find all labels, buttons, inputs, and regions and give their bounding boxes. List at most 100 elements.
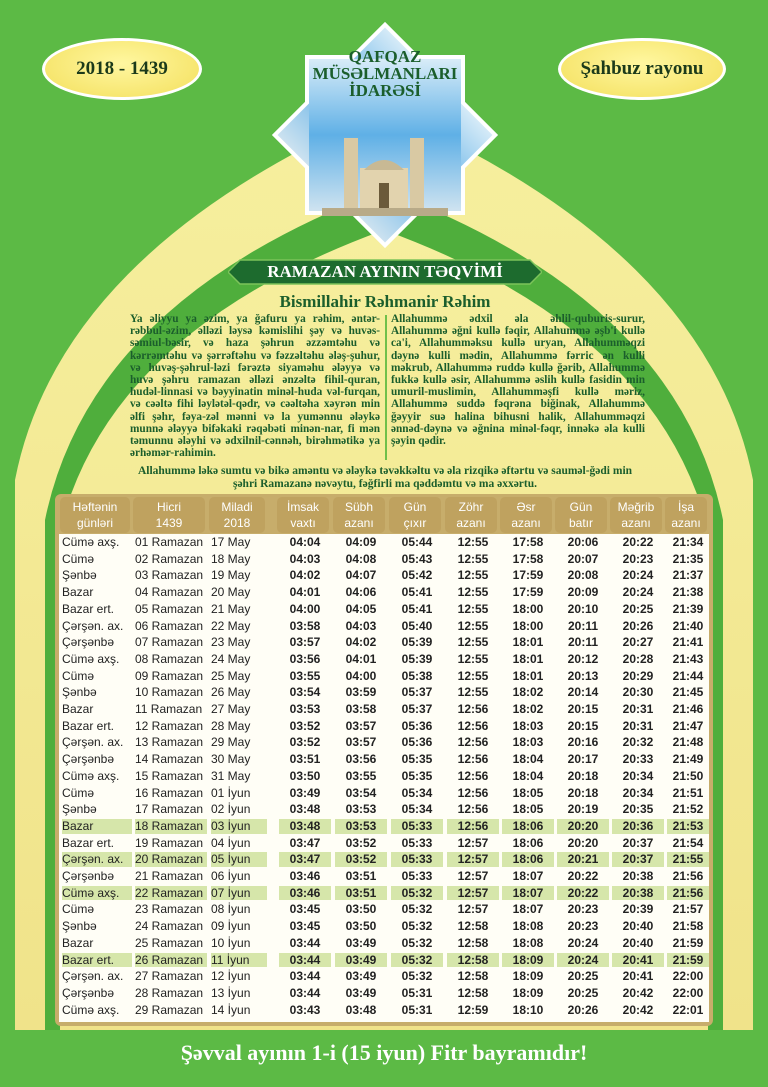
table-cell: 18:07 xyxy=(502,885,554,901)
column-header: Əsr azanı xyxy=(500,497,552,533)
mosque-icon xyxy=(322,138,448,216)
table-cell: 12:57 xyxy=(457,869,489,883)
table-cell: 12:58 xyxy=(447,952,499,968)
table-cell: 20:18 xyxy=(567,785,599,800)
table-cell: 03 Ramazan xyxy=(135,568,204,583)
table-cell: 20:41 xyxy=(612,952,664,968)
table-cell: 05:35 xyxy=(401,768,433,783)
table-cell: 12:55 xyxy=(457,551,489,566)
table-cell: 03 İyun xyxy=(211,818,267,834)
table-cell: 03:52 xyxy=(345,835,377,850)
table-cell: 03:49 xyxy=(335,952,387,968)
table-cell: 18:09 xyxy=(512,969,544,984)
table-cell: 03:58 xyxy=(289,618,321,633)
table-cell: 05:38 xyxy=(401,668,433,683)
table-cell: 04:08 xyxy=(345,551,377,566)
column-divider xyxy=(385,315,387,460)
table-cell: 20:06 xyxy=(567,535,599,549)
table-cell: 05:31 xyxy=(401,1002,433,1017)
column-header: Həftənin günləri xyxy=(60,497,130,533)
table-row: Cümə 23 Ramazan 08 İyun 03:45 03:50 05:32 12:5… xyxy=(59,901,709,918)
table-cell: 05:44 xyxy=(401,535,433,549)
table-cell: 03:52 xyxy=(289,718,321,733)
table-cell: 20:11 xyxy=(567,618,599,633)
table-cell: Cümə xyxy=(62,785,95,800)
table-cell: Cümə axş. xyxy=(62,651,120,666)
table-cell: 20:07 xyxy=(567,551,599,566)
table-cell: 22:00 xyxy=(672,969,704,984)
table-cell: 21 Ramazan xyxy=(135,869,204,883)
table-row: Cümə axş. 15 Ramazan 31 May 03:50 03:55 05:35… xyxy=(59,768,709,785)
table-cell: 20:33 xyxy=(622,752,654,767)
table-cell: 05:43 xyxy=(401,551,433,566)
table-cell: 13 İyun xyxy=(211,985,251,1000)
table-cell: 05:33 xyxy=(391,852,443,867)
table-cell: 12:55 xyxy=(457,535,489,549)
table-cell: 27 May xyxy=(211,702,251,716)
column-header: Gün çıxır xyxy=(389,497,441,533)
table-cell: 20:08 xyxy=(567,568,599,583)
table-cell: 11 Ramazan xyxy=(135,702,203,716)
table-cell: 04 İyun xyxy=(211,835,251,850)
table-cell: 03:49 xyxy=(345,935,377,950)
table-cell: 12:56 xyxy=(457,702,489,716)
table-cell: 05:41 xyxy=(401,601,433,616)
table-cell: 03:51 xyxy=(345,869,377,883)
table-cell: 21:58 xyxy=(672,919,704,934)
table-cell: 12:55 xyxy=(457,651,489,666)
table-cell: 21:41 xyxy=(672,635,704,650)
table-cell: Bazar ert. xyxy=(62,601,115,616)
table-cell: 20:26 xyxy=(622,618,654,633)
table-row: Bazar 18 Ramazan 03 İyun 03:48 03:53 05:33 12:… xyxy=(59,818,709,835)
bismillah-heading: Bismillahir Rəhmanir Rəhim xyxy=(279,292,491,311)
table-cell: 04:07 xyxy=(345,568,377,583)
table-cell: 05:31 xyxy=(401,985,433,1000)
table-cell: 20:38 xyxy=(622,869,654,883)
table-cell: 20:42 xyxy=(622,1002,654,1017)
table-body: Cümə axş. 01 Ramazan 17 May 04:04 04:09 05:44… xyxy=(59,534,709,1022)
table-cell: 03:50 xyxy=(289,768,321,783)
table-cell: 12:55 xyxy=(457,585,489,600)
table-cell: Bazar ert. xyxy=(62,835,115,850)
table-cell: 03:52 xyxy=(289,735,321,750)
table-cell: 29 May xyxy=(211,735,251,750)
table-cell: 05:42 xyxy=(401,568,433,583)
table-cell: 20 May xyxy=(211,585,251,600)
table-cell: 12:58 xyxy=(457,969,489,984)
prayer-text-right: Allahummə ədxil əla əhlil-quburis-surur,… xyxy=(391,313,645,448)
table-cell: 05:32 xyxy=(401,902,433,917)
table-cell: 20:14 xyxy=(567,685,599,700)
table-cell: 03:46 xyxy=(279,885,331,901)
column-header-line: azanı xyxy=(511,516,541,530)
column-header-line: azanı xyxy=(344,516,374,530)
table-cell: 03:46 xyxy=(289,869,321,883)
table-cell: 03:51 xyxy=(335,885,387,901)
table-cell: 24 May xyxy=(211,651,251,666)
page-title: RAMAZAN AYININ TƏQVİMİ xyxy=(267,262,503,281)
table-row: Bazar ert. 26 Ramazan 11 İyun 03:44 03:49 05:… xyxy=(59,952,709,969)
table-cell: 20:26 xyxy=(567,1002,599,1017)
table-cell: 18:01 xyxy=(512,635,544,650)
table-cell: 04:01 xyxy=(289,585,321,600)
table-cell: 18:03 xyxy=(512,718,544,733)
table-cell: 04:04 xyxy=(289,535,321,549)
column-header-line: azanı xyxy=(621,516,651,530)
table-cell: 21:49 xyxy=(672,752,704,767)
column-header: Hicri 1439 xyxy=(133,497,205,533)
table-cell: 20:42 xyxy=(622,985,654,1000)
table-header: Həftənin günləri Hicri 1439 Miladi 2018 İmsak v… xyxy=(55,494,713,536)
table-cell: 05:32 xyxy=(391,885,443,901)
table-cell: Cümə axş. xyxy=(62,885,132,901)
table-cell: 05:33 xyxy=(401,835,433,850)
table-cell: 22:00 xyxy=(672,985,704,1000)
table-cell: 20:19 xyxy=(567,802,599,817)
table-cell: 07 İyun xyxy=(211,885,267,901)
table-cell: 20:24 xyxy=(622,585,654,600)
table-cell: 21:40 xyxy=(672,618,704,633)
table-cell: Cümə xyxy=(62,668,95,683)
column-header-line: Gün xyxy=(403,500,427,514)
table-cell: 20:24 xyxy=(622,568,654,583)
column-header: Sübh azanı xyxy=(333,497,385,533)
table-cell: 21:51 xyxy=(672,785,704,800)
column-header-line: Zöhr xyxy=(458,500,484,514)
